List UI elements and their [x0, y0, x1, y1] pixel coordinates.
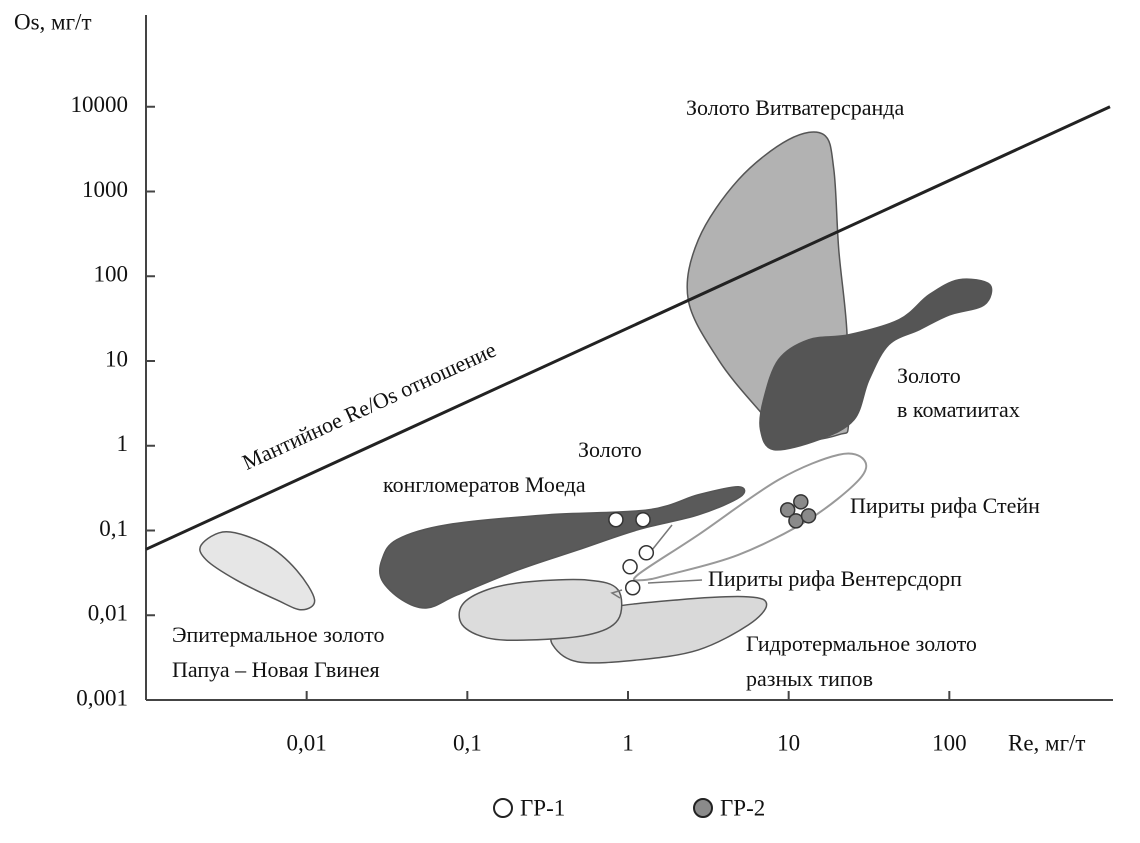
annotation: Папуа – Новая Гвинея	[172, 657, 380, 682]
point	[793, 494, 809, 510]
y-tick-label: 1	[117, 431, 129, 456]
y-axis-label: Os, мг/т	[14, 9, 92, 34]
region	[632, 452, 868, 582]
leader-lines	[610, 524, 703, 599]
y-tick-label: 10	[105, 346, 128, 371]
annotation: разных типов	[746, 666, 873, 691]
x-tick-label: 0,1	[453, 730, 482, 755]
y-tick-label: 0,001	[76, 685, 128, 710]
x-tick-label: 1	[622, 730, 634, 755]
annotation: Эпитермальное золото	[172, 622, 384, 647]
region	[199, 531, 316, 611]
y-tick-label: 0,01	[88, 601, 128, 626]
leader-line	[651, 524, 673, 551]
y-tick-label: 1000	[82, 177, 128, 202]
legend-label: ГР-1	[520, 795, 565, 820]
point	[635, 511, 651, 528]
legend-marker	[493, 798, 513, 818]
plot-area	[199, 131, 993, 664]
annotation: Золото	[578, 437, 642, 462]
point	[608, 511, 624, 528]
point	[779, 502, 796, 518]
annotation: Золото	[897, 363, 961, 388]
annotation: конгломератов Моеда	[383, 472, 586, 497]
y-tick-label: 100	[94, 262, 129, 287]
legend-label: ГР-2	[720, 795, 765, 820]
legend-marker	[693, 798, 713, 818]
region	[458, 578, 623, 642]
point	[638, 545, 655, 561]
point	[622, 559, 638, 575]
leader-line	[647, 579, 703, 584]
region	[378, 486, 746, 609]
y-tick-label: 0,1	[99, 516, 128, 541]
x-tick-label: 10	[777, 730, 800, 755]
x-axis-label: Re, мг/т	[1008, 730, 1085, 755]
annotation: в коматиитах	[897, 397, 1020, 422]
annotation: Золото Витватерсранда	[686, 95, 904, 120]
reference-line	[145, 105, 1111, 551]
annotation: Пириты рифа Вентерсдорп	[708, 566, 962, 591]
annotation: Гидротермальное золото	[746, 631, 977, 656]
x-tick-label: 100	[932, 730, 967, 755]
arrow-head	[610, 589, 623, 599]
y-tick-label: 10000	[71, 92, 129, 117]
annotation: Пириты рифа Стейн	[850, 493, 1040, 518]
point	[624, 580, 641, 596]
x-tick-label: 0,01	[287, 730, 327, 755]
point	[800, 508, 817, 524]
region	[759, 278, 993, 451]
